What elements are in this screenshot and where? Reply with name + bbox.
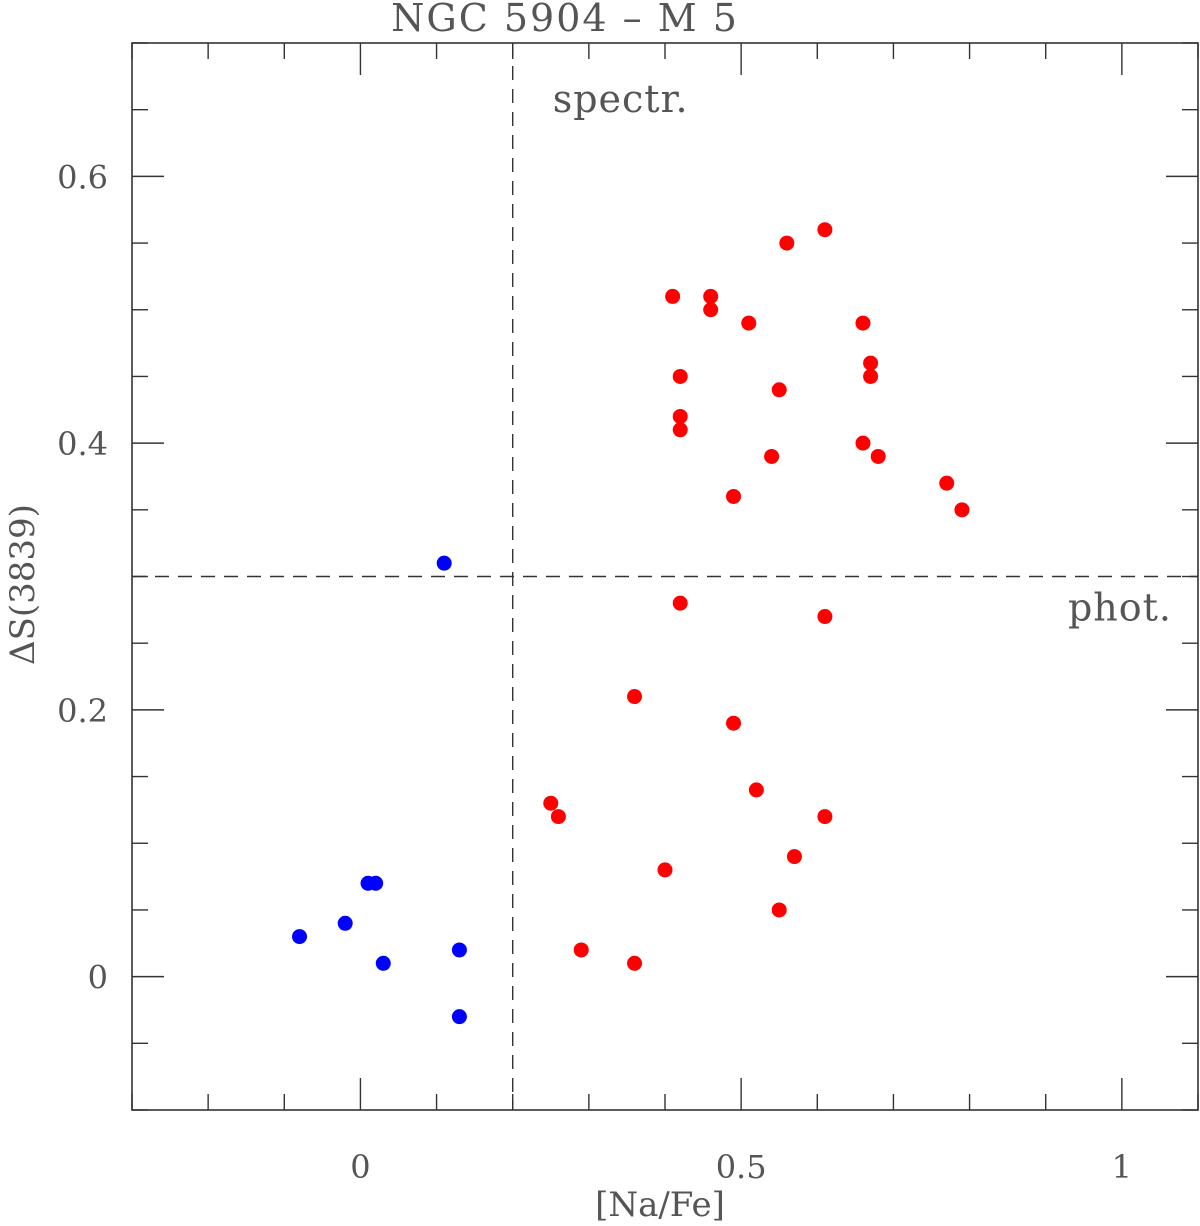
y-tick-label: 0.2 (57, 692, 108, 730)
tick-labels: 0 0.5 1 0 0.2 0.4 0.6 (57, 158, 1132, 1186)
chart-title: NGC 5904 – M 5 (391, 0, 739, 40)
data-point-red (627, 689, 643, 705)
data-point-red (543, 795, 559, 811)
data-point-blue (451, 1009, 467, 1025)
data-point-red (863, 368, 879, 384)
data-point-red (741, 315, 757, 331)
y-tick-label: 0 (88, 959, 108, 997)
x-axis-label: [Na/Fe] (595, 1185, 725, 1225)
data-point-blue (368, 875, 384, 891)
data-point-red (771, 382, 787, 398)
data-point-red (657, 862, 673, 878)
major-ticks (132, 43, 1198, 1110)
data-point-red (939, 475, 955, 491)
data-point-red (703, 288, 719, 304)
data-point-red (817, 222, 833, 238)
annotation-spectr: spectr. (553, 77, 689, 121)
x-tick-label: 0 (350, 1148, 370, 1186)
data-point-red (764, 448, 780, 464)
data-point-red (817, 809, 833, 825)
data-point-blue (436, 555, 452, 571)
data-point-red (870, 448, 886, 464)
data-point-blue (451, 942, 467, 958)
y-tick-label: 0.4 (57, 425, 108, 463)
data-point-blue (375, 955, 391, 971)
x-tick-label: 0.5 (716, 1148, 767, 1186)
data-point-red (748, 782, 764, 798)
x-tick-label: 1 (1112, 1148, 1132, 1186)
data-point-red (703, 302, 719, 318)
data-point-red (665, 288, 681, 304)
plot-frame (131, 42, 1199, 1111)
data-point-red (672, 422, 688, 438)
y-tick-label: 0.6 (57, 158, 108, 196)
data-points (292, 222, 970, 1025)
y-axis-label: ΔS(3839) (3, 504, 43, 665)
data-point-red (954, 502, 970, 518)
data-point-blue (292, 929, 308, 945)
data-point-red (550, 809, 566, 825)
data-point-blue (337, 915, 353, 931)
annotation-phot: phot. (1068, 586, 1172, 630)
data-point-red (627, 955, 643, 971)
data-point-red (855, 315, 871, 331)
data-point-red (573, 942, 589, 958)
data-point-red (726, 715, 742, 731)
data-point-red (771, 902, 787, 918)
data-point-red (672, 595, 688, 611)
data-point-red (672, 408, 688, 424)
data-point-red (786, 849, 802, 865)
data-point-red (817, 609, 833, 625)
data-point-red (779, 235, 795, 251)
data-point-red (863, 355, 879, 371)
data-point-red (726, 488, 742, 504)
data-point-red (672, 368, 688, 384)
data-point-red (855, 435, 871, 451)
